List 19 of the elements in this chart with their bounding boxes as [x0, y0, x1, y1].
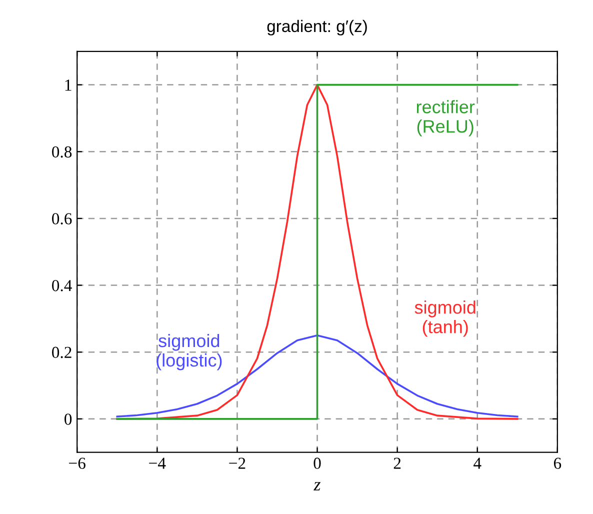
x-axis-title: z — [314, 482, 321, 490]
y-tick-label: 0.6 — [52, 213, 72, 224]
y-tick-label: 0 — [64, 414, 72, 425]
x-tick-label: −4 — [149, 458, 166, 469]
chart-title: gradient: g′(z) — [267, 20, 367, 36]
line-series — [116, 84, 518, 420]
x-tick-label: −2 — [229, 458, 246, 469]
x-tick-label: 6 — [554, 458, 562, 469]
x-tick-label: 4 — [474, 458, 482, 469]
x-tick-label: −6 — [69, 458, 86, 469]
x-tick-label: 0 — [314, 458, 321, 469]
series-label: sigmoid (logistic) — [156, 334, 222, 370]
text: sigmoid (tanh) — [414, 300, 476, 337]
x-tick-label: 2 — [394, 458, 401, 469]
y-tick-label: 0.2 — [52, 346, 72, 358]
y-tick-label: 1 — [65, 80, 72, 91]
series-label: rectifier (ReLU) — [416, 100, 475, 136]
y-tick-label: 0.4 — [52, 280, 72, 292]
y-tick-label: 0.8 — [52, 146, 72, 158]
